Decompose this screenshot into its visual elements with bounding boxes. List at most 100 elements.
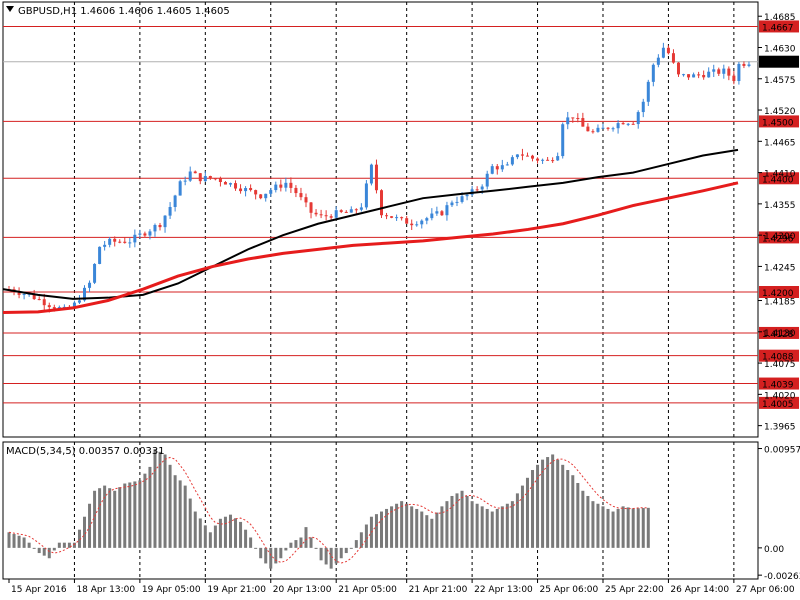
bear-candle [606, 127, 610, 129]
level-price-label: 1.4039 [762, 381, 794, 391]
macd-histogram-bar [254, 547, 258, 549]
bear-candle [687, 74, 691, 78]
macd-histogram-bar [198, 518, 202, 548]
bear-candle [37, 299, 41, 301]
bear-candle [576, 117, 580, 119]
macd-histogram-bar [279, 547, 283, 559]
bull-candle [83, 287, 87, 301]
y-axis-tick-label: 1.4245 [764, 263, 796, 273]
bull-candle [661, 47, 665, 58]
bear-candle [17, 292, 21, 295]
bear-candle [259, 194, 263, 199]
bull-candle [133, 234, 137, 243]
bear-candle [475, 189, 479, 191]
macd-histogram-bar [445, 501, 449, 548]
macd-histogram-bar [37, 547, 41, 554]
macd-histogram-bar [138, 480, 142, 548]
bear-candle [42, 299, 46, 306]
macd-histogram-bar [228, 514, 232, 548]
bull-candle [334, 210, 338, 218]
macd-histogram-bar [616, 508, 620, 548]
bull-candle [490, 166, 494, 174]
macd-histogram-bar [284, 547, 288, 551]
y-axis-tick-label: 1.3965 [764, 423, 796, 433]
bull-candle [284, 182, 288, 188]
macd-histogram-bar [153, 449, 157, 548]
macd-histogram-bar [495, 508, 499, 548]
macd-histogram-bar [636, 508, 640, 548]
y-axis-tick-label: 1.4575 [764, 76, 796, 86]
macd-histogram-bar [505, 503, 509, 548]
macd-histogram-bar [168, 464, 172, 548]
bear-candle [380, 190, 383, 216]
bull-candle [561, 124, 565, 157]
bear-candle [254, 190, 258, 195]
macd-histogram-bar [188, 498, 192, 548]
dropdown-triangle-icon [6, 6, 14, 12]
macd-histogram-bar [62, 542, 66, 548]
macd-histogram-bar [83, 516, 87, 548]
bear-candle [234, 183, 238, 189]
macd-histogram-bar [576, 482, 580, 548]
level-price-label: 1.4088 [762, 353, 794, 363]
macd-histogram-bar [364, 524, 368, 548]
macd-histogram-bar [17, 535, 21, 548]
bull-candle [77, 300, 81, 303]
bear-candle [47, 305, 51, 308]
macd-histogram-bar [354, 540, 358, 548]
macd-histogram-bar [440, 506, 444, 548]
macd-histogram-bar [470, 501, 474, 548]
y-axis-tick-label: 1.4685 [764, 13, 796, 23]
macd-histogram-bar [103, 485, 107, 548]
macd-histogram-bar [133, 481, 137, 548]
bull-candle [646, 81, 650, 102]
macd-histogram-bar [178, 480, 182, 548]
x-axis-tick-label: 26 Apr 14:00 [670, 585, 729, 595]
y-axis-tick-label: 1.4465 [764, 138, 796, 148]
level-price-label: 1.4667 [762, 23, 794, 33]
x-axis-tick-label: 19 Apr 21:00 [207, 585, 266, 595]
macd-axis-tick-label: -0.00263 [764, 572, 800, 582]
bull-candle [500, 165, 504, 170]
bull-candle [435, 211, 439, 214]
bear-candle [495, 166, 499, 170]
x-axis-tick-label: 15 Apr 2016 [11, 585, 67, 595]
bear-candle [440, 211, 444, 216]
y-axis-tick-label: 1.4130 [764, 329, 796, 339]
y-axis-tick-label: 1.4355 [764, 201, 796, 211]
bull-candle [138, 233, 142, 235]
macd-histogram-bar [309, 537, 313, 548]
level-price-tag [759, 20, 799, 33]
bear-candle [385, 215, 389, 217]
bear-candle [400, 217, 404, 219]
macd-histogram-bar [98, 488, 102, 548]
macd-histogram-bar [173, 475, 177, 548]
bear-candle [727, 68, 731, 76]
bull-candle [707, 71, 711, 78]
macd-histogram-bar [510, 501, 514, 548]
bear-candle [304, 197, 308, 203]
bear-candle [344, 211, 348, 213]
x-axis-tick-label: 20 Apr 13:00 [273, 585, 332, 595]
bull-candle [445, 205, 449, 216]
bull-candle [510, 157, 514, 165]
x-axis-tick-label: 25 Apr 22:00 [605, 585, 664, 595]
bull-candle [228, 183, 232, 185]
macd-histogram-bar [349, 547, 353, 549]
macd-histogram-bar [646, 507, 650, 548]
macd-histogram-bar [339, 547, 343, 559]
bear-candle [671, 53, 675, 63]
bear-candle [218, 178, 222, 183]
macd-histogram-bar [72, 542, 76, 548]
bear-candle [32, 293, 36, 300]
macd-histogram-bar [450, 495, 454, 548]
bear-candle [717, 69, 721, 74]
macd-histogram-bar [420, 511, 424, 548]
bear-candle [410, 223, 414, 226]
macd-histogram-bar [390, 506, 394, 548]
bear-candle [324, 215, 328, 217]
macd-histogram-bar [536, 464, 540, 548]
bear-candle [279, 184, 283, 188]
